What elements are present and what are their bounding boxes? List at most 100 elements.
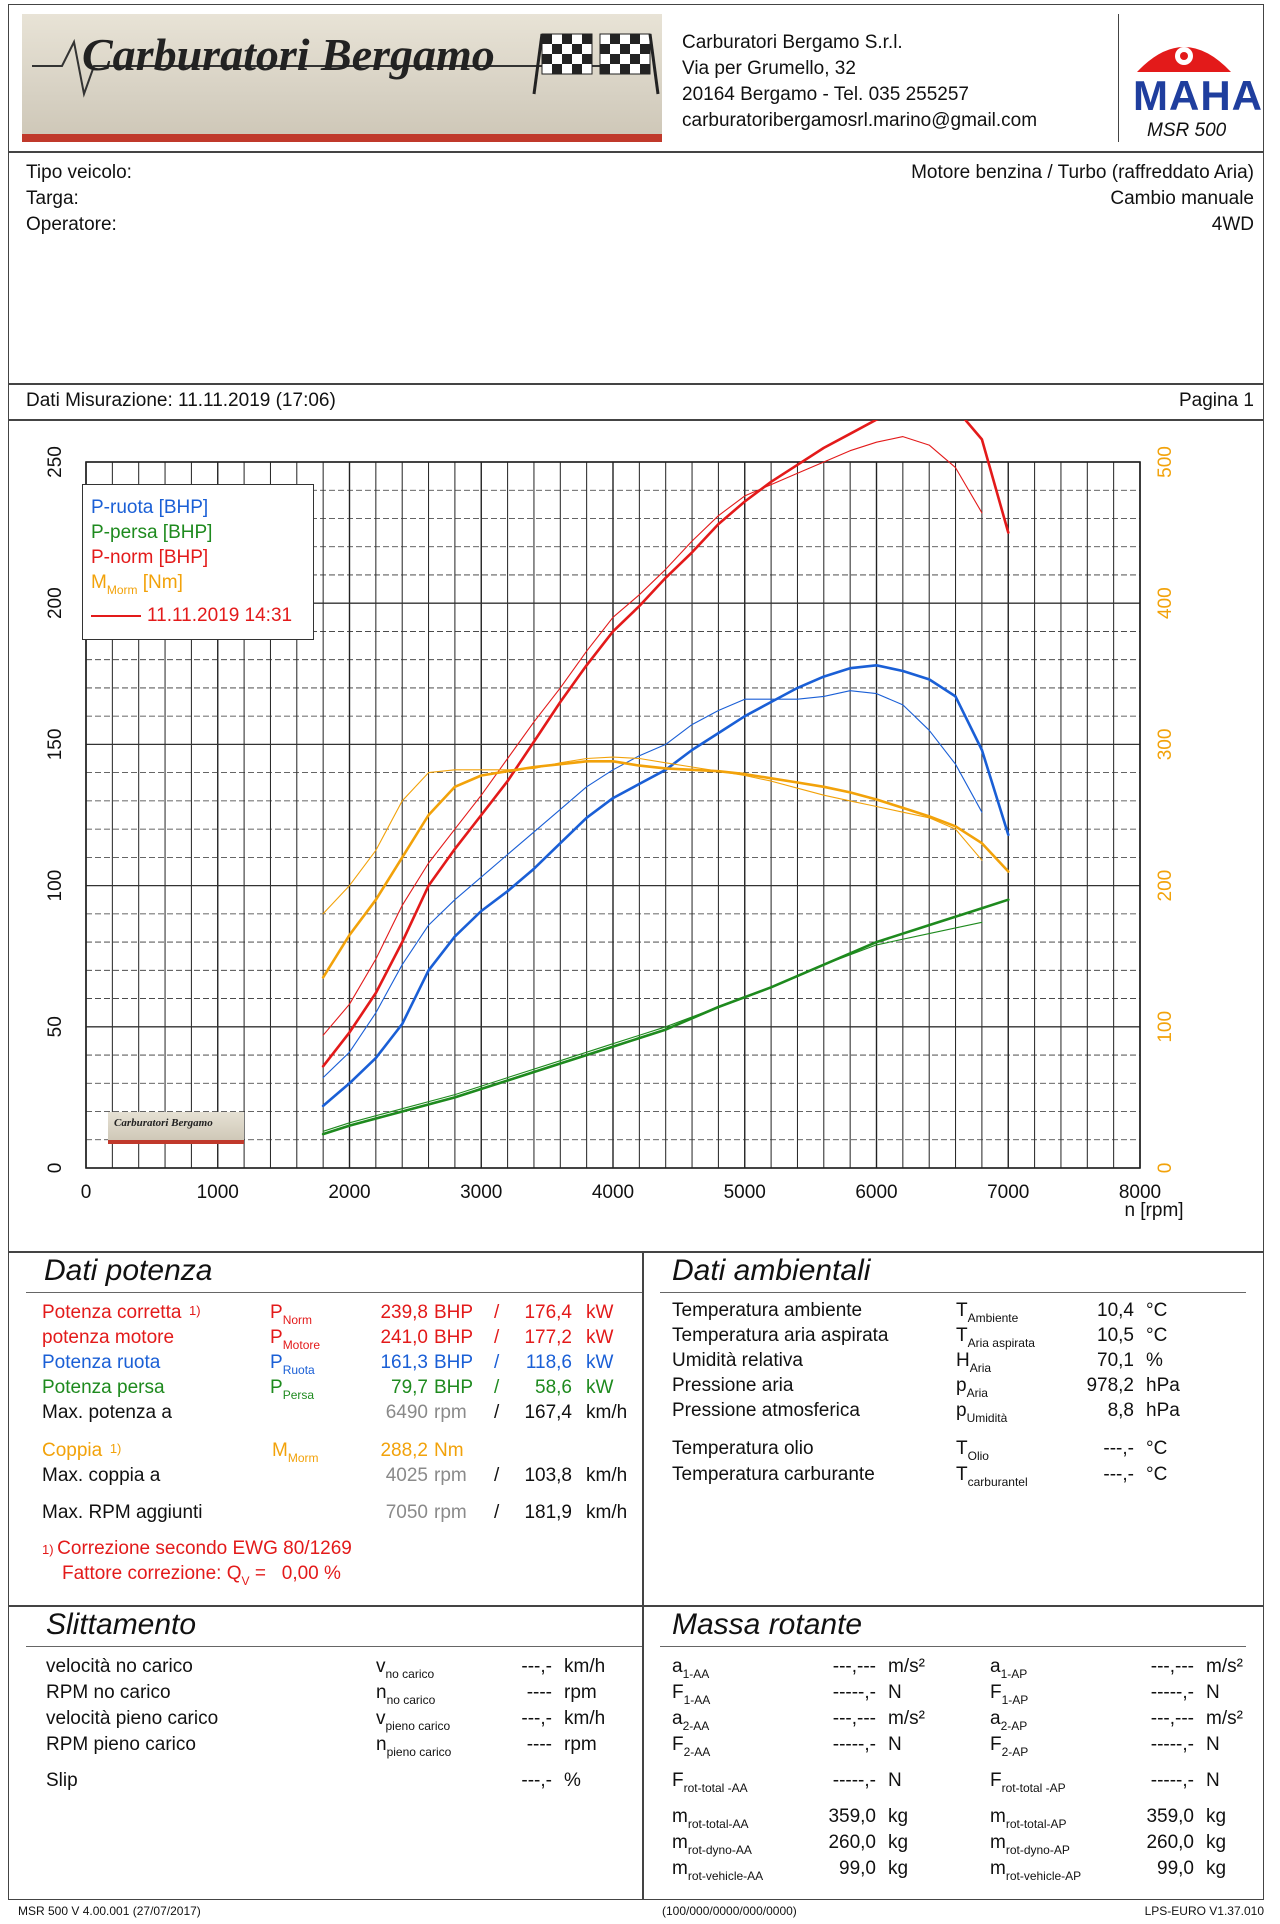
- correction-factor-sub: V: [241, 1574, 250, 1588]
- correction-factor: Fattore correzione: QV = 0,00 %: [62, 1563, 341, 1588]
- drive-type: 4WD: [1211, 214, 1254, 235]
- massa-unit-aa: m/s²: [888, 1656, 925, 1677]
- x-tick-label: 3000: [460, 1182, 502, 1203]
- ambient-unit: hPa: [1146, 1375, 1180, 1396]
- symbol-letter: M: [272, 1440, 288, 1461]
- symbol-sub: 2-AA: [682, 1719, 710, 1733]
- symbol-letter: F: [672, 1734, 684, 1755]
- symbol: Tcarburantel: [956, 1464, 1028, 1489]
- potenza-label-text: Potenza corretta: [42, 1302, 182, 1323]
- symbol: TOlio: [956, 1438, 989, 1463]
- massa-unit-aa: m/s²: [888, 1708, 925, 1729]
- page-number: Pagina 1: [1178, 390, 1254, 411]
- max-potenza-kmh: 167,4: [524, 1402, 572, 1423]
- massa-value-ap: -----,-: [1150, 1734, 1194, 1755]
- symbol: PNorm: [270, 1302, 312, 1327]
- value-bhp: 79,7: [391, 1377, 428, 1398]
- symbol-sub: rot-total -AP: [1001, 1781, 1066, 1795]
- symbol-sub: Aria: [966, 1386, 988, 1400]
- y-left-tick-label: 0: [45, 1163, 66, 1174]
- series-line: [321, 898, 1010, 1136]
- y-right-tick-label: 400: [1155, 587, 1176, 619]
- correction-factor-text: Fattore correzione: Q: [62, 1563, 242, 1584]
- slip-label: RPM no carico: [46, 1682, 171, 1703]
- ambient-unit: °C: [1146, 1438, 1168, 1459]
- gearbox-type: Cambio manuale: [1110, 188, 1254, 209]
- ambientali-title: Dati ambientali: [672, 1254, 871, 1287]
- max-potenza-rpm-unit: rpm: [434, 1402, 467, 1423]
- max-coppia-rpm-unit: rpm: [434, 1465, 467, 1486]
- symbol-letter: v: [376, 1708, 386, 1729]
- symbol: vpieno carico: [376, 1708, 450, 1733]
- massa-unit-aa: kg: [888, 1806, 909, 1827]
- ambient-unit: °C: [1146, 1325, 1168, 1346]
- legend-p-persa: P-persa [BHP]: [91, 522, 213, 543]
- symbol-sub: 2-AA: [683, 1745, 711, 1759]
- ambient-unit: %: [1146, 1350, 1163, 1371]
- symbol-sub: pieno carico: [386, 1745, 452, 1759]
- symbol: mrot-dyno-AA: [672, 1832, 752, 1857]
- chart-logo-stamp: Carburatori Bergamo: [108, 1112, 244, 1144]
- x-tick-label: 8000: [1119, 1182, 1161, 1203]
- x-tick-label: 6000: [855, 1182, 897, 1203]
- symbol: TAmbiente: [956, 1300, 1018, 1325]
- value-bhp: 241,0: [380, 1327, 428, 1348]
- plate-label: Targa:: [26, 188, 79, 209]
- slip-unit: km/h: [564, 1656, 606, 1677]
- symbol-sub: Norm: [282, 1313, 313, 1327]
- legend-m-morm: MMorm [Nm]: [91, 570, 313, 603]
- correction-note-text: Correzione secondo EWG 80/1269: [57, 1538, 352, 1559]
- symbol-sub: Motore: [282, 1338, 321, 1352]
- massa-unit-ap: m/s²: [1206, 1656, 1243, 1677]
- potenza-label-text: potenza motore: [42, 1327, 175, 1348]
- max-coppia-label: Max. coppia a: [42, 1465, 161, 1486]
- symbol: pAria: [956, 1375, 988, 1400]
- series-line: [322, 436, 983, 1036]
- legend-m-symbol: M: [91, 572, 107, 593]
- symbol-sub: 1-AA: [683, 1693, 711, 1707]
- max-rpm-kmh-unit: km/h: [586, 1502, 628, 1523]
- y-left-tick-label: 250: [45, 446, 66, 478]
- massa-unit-ap: N: [1206, 1682, 1220, 1703]
- massa-header: [660, 1606, 1246, 1647]
- symbol-sub: 1-AA: [682, 1667, 710, 1681]
- ambient-value: 10,5: [1097, 1325, 1134, 1346]
- series-line: [322, 690, 983, 1079]
- massa-title: Massa rotante: [672, 1608, 863, 1641]
- symbol-letter: a: [672, 1708, 683, 1729]
- company-street: Via per Grumello, 32: [682, 58, 856, 79]
- series-line: [322, 921, 983, 1132]
- y-right-tick-label: 500: [1155, 446, 1176, 478]
- slip-unit: rpm: [564, 1734, 597, 1755]
- massa-unit-ap: kg: [1206, 1806, 1227, 1827]
- slittamento-header: [26, 1606, 642, 1647]
- maha-model: MSR 500: [1147, 120, 1227, 141]
- slip-value: ----: [526, 1734, 552, 1755]
- value-kw: 177,2: [524, 1327, 572, 1348]
- symbol-sub: Olio: [967, 1449, 989, 1463]
- symbol: npieno carico: [376, 1734, 451, 1759]
- symbol-sub: rot-dyno-AP: [1005, 1843, 1070, 1857]
- y-left-tick-label: 200: [45, 587, 66, 619]
- legend-m-sub: Morm: [106, 583, 138, 597]
- potenza-label: Potenza persa: [42, 1377, 165, 1399]
- symbol-letter: m: [990, 1832, 1006, 1853]
- slip-value: ---,-: [521, 1656, 552, 1677]
- symbol-sub: rot-vehicle-AP: [1005, 1869, 1082, 1883]
- footnote-mark: 1): [106, 1441, 122, 1456]
- symbol-letter: P: [270, 1302, 283, 1323]
- symbol-letter: m: [672, 1806, 688, 1827]
- potenza-title: Dati potenza: [44, 1254, 213, 1287]
- symbol-letter: p: [956, 1375, 967, 1396]
- symbol-sub: Umidità: [966, 1411, 1008, 1425]
- ambient-label: Temperatura carburante: [672, 1464, 875, 1485]
- bottom-divider: [642, 1606, 644, 1900]
- max-potenza-rpm: 6490: [385, 1402, 428, 1423]
- logo-title: Carburatori Bergamo: [82, 29, 495, 80]
- unit-bhp: BHP: [434, 1327, 474, 1348]
- symbol-sub: rot-dyno-AA: [687, 1843, 752, 1857]
- x-tick-label: 2000: [328, 1182, 370, 1203]
- header-box: [8, 4, 1264, 152]
- value-kw: 58,6: [535, 1377, 572, 1398]
- y-right-tick-label: 0: [1155, 1163, 1176, 1174]
